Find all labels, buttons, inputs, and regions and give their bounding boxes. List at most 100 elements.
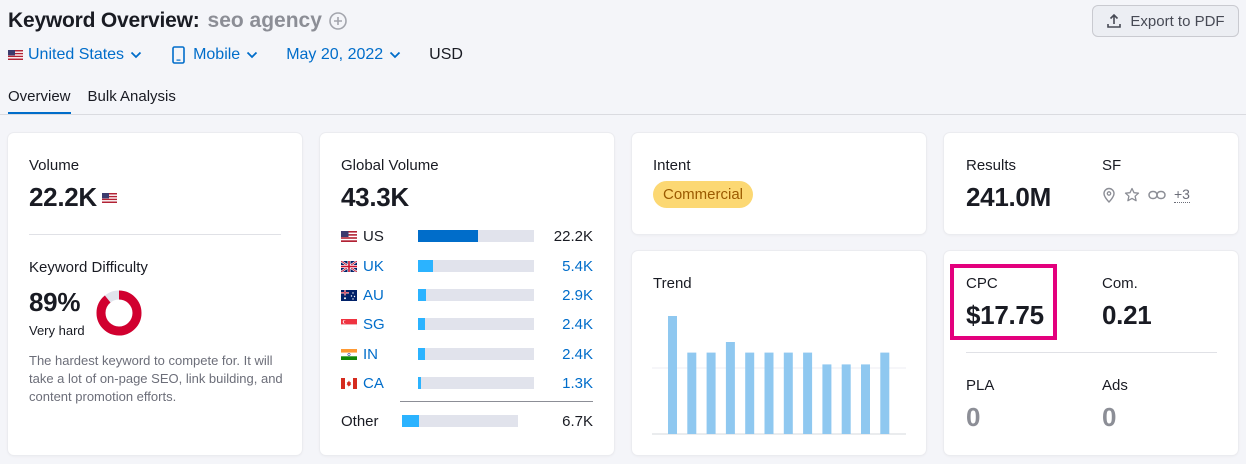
- trend-bar: [687, 352, 697, 434]
- volume-bar-fill: [418, 318, 425, 330]
- other-label: Other: [341, 412, 379, 430]
- volume-bar-track: [418, 318, 534, 330]
- difficulty-label: Keyword Difficulty: [29, 259, 148, 276]
- other-volume: 6.7K: [562, 412, 593, 430]
- header-divider: [0, 114, 1246, 115]
- trend-bar: [803, 352, 813, 434]
- export-pdf-button[interactable]: Export to PDF: [1092, 5, 1239, 37]
- results-value: 241.0M: [966, 182, 1051, 212]
- sg-flag-icon: [341, 318, 357, 330]
- chevron-down-icon: [130, 51, 142, 59]
- trend-bar: [706, 352, 716, 434]
- country-dropdown[interactable]: United States: [8, 46, 142, 64]
- trend-bar: [725, 342, 735, 434]
- tab-bulk-analysis[interactable]: Bulk Analysis: [87, 88, 176, 105]
- trend-bar: [764, 352, 774, 434]
- difficulty-donut-arc: [96, 290, 142, 336]
- volume-card: Volume 22.2K Keyword Difficulty 89% Very…: [8, 133, 302, 455]
- volume-bar-fill: [418, 230, 479, 242]
- volume-divider: [29, 234, 281, 235]
- country-row-au[interactable]: AU 2.9K: [341, 286, 593, 304]
- global-volume-card: Global Volume 43.3K US 22.2K UK 5.4K AU …: [320, 133, 614, 455]
- in-flag-icon: [341, 348, 357, 360]
- volume-bar-fill: [418, 260, 434, 272]
- ads-value: 0: [1102, 402, 1117, 432]
- star-icon[interactable]: [1124, 187, 1140, 203]
- cpc-highlight-box: [950, 264, 1057, 340]
- us-flag-icon: [101, 192, 117, 203]
- date-label: May 20, 2022: [286, 46, 384, 63]
- country-row-ca[interactable]: CA 1.3K: [341, 374, 593, 392]
- tab-bar: Overview Bulk Analysis: [8, 88, 193, 114]
- results-card: Results 241.0M SF +3: [944, 133, 1238, 234]
- country-code: AU: [363, 286, 384, 304]
- country-code: CA: [363, 374, 384, 392]
- country-volume: 22.2K: [553, 227, 593, 245]
- tab-overview[interactable]: Overview: [8, 88, 71, 114]
- ca-flag-icon: [341, 377, 357, 389]
- difficulty-level: Very hard: [29, 323, 85, 338]
- link-icon[interactable]: [1148, 188, 1166, 202]
- device-dropdown[interactable]: Mobile: [172, 46, 258, 64]
- upload-icon: [1107, 13, 1122, 28]
- volume-bar-fill: [418, 377, 422, 389]
- volume-label: Volume: [29, 157, 80, 174]
- add-keyword-icon[interactable]: [328, 11, 348, 31]
- currency-label: USD: [429, 46, 463, 63]
- volume-bar-track: [418, 230, 534, 242]
- volume-value-row: 22.2K: [29, 182, 117, 213]
- cpc-label: CPC: [966, 275, 998, 292]
- difficulty-value: 89%: [29, 287, 81, 317]
- location-pin-icon[interactable]: [1102, 187, 1116, 203]
- trend-bar: [880, 352, 890, 434]
- pla-label: PLA: [966, 377, 995, 394]
- volume-bar-track: [418, 348, 534, 360]
- volume-bar-fill: [418, 289, 427, 301]
- country-volume: 2.4K: [562, 315, 593, 333]
- country-row-uk[interactable]: UK 5.4K: [341, 257, 593, 275]
- volume-bar-track: [402, 415, 518, 427]
- trend-label: Trend: [653, 275, 692, 292]
- mobile-icon: [172, 46, 185, 64]
- country-volume: 1.3K: [562, 374, 593, 392]
- page-title: Keyword Overview:: [8, 9, 200, 32]
- trend-bar: [783, 352, 793, 434]
- sf-more-link[interactable]: +3: [1174, 186, 1190, 203]
- trend-bar: [861, 364, 870, 434]
- chevron-down-icon: [390, 51, 401, 59]
- country-code: IN: [363, 345, 378, 363]
- country-code: US: [363, 227, 384, 245]
- country-row-in[interactable]: IN 2.4K: [341, 345, 593, 363]
- trend-bar: [668, 316, 677, 434]
- difficulty-description: The hardest keyword to compete for. It w…: [29, 353, 283, 404]
- title-row: Keyword Overview: seo agency: [8, 9, 348, 33]
- volume-bar-fill: [418, 348, 425, 360]
- country-row-sg[interactable]: SG 2.4K: [341, 315, 593, 333]
- trend-bar: [841, 364, 851, 434]
- country-volume: 2.4K: [562, 345, 593, 363]
- intent-badge: Commercial: [653, 181, 754, 208]
- volume-bar-track: [418, 289, 534, 301]
- cpc-card: CPC $17.75 Com. 0.21 PLA 0 Ads 0: [944, 251, 1238, 455]
- volume-bar-track: [418, 260, 534, 272]
- country-row-us[interactable]: US 22.2K: [341, 227, 593, 245]
- trend-bar: [745, 352, 755, 434]
- intent-label: Intent: [653, 157, 691, 174]
- volume-bar-fill: [402, 415, 420, 427]
- volume-bar-track: [418, 377, 534, 389]
- country-volume: 5.4K: [562, 257, 593, 275]
- trend-card: Trend: [632, 251, 926, 455]
- intent-card: Intent Commercial: [632, 133, 926, 234]
- com-label: Com.: [1102, 275, 1138, 292]
- results-label: Results: [966, 157, 1017, 174]
- cpc-value: $17.75: [966, 300, 1044, 330]
- sf-label: SF: [1102, 157, 1122, 174]
- trend-bar: [822, 364, 832, 434]
- country-label: United States: [28, 46, 125, 63]
- global-volume-label: Global Volume: [341, 157, 439, 174]
- trend-chart: [652, 316, 906, 435]
- pla-value: 0: [966, 402, 981, 432]
- date-dropdown[interactable]: May 20, 2022: [286, 46, 401, 64]
- chevron-down-icon: [247, 51, 258, 59]
- country-code: UK: [363, 257, 384, 275]
